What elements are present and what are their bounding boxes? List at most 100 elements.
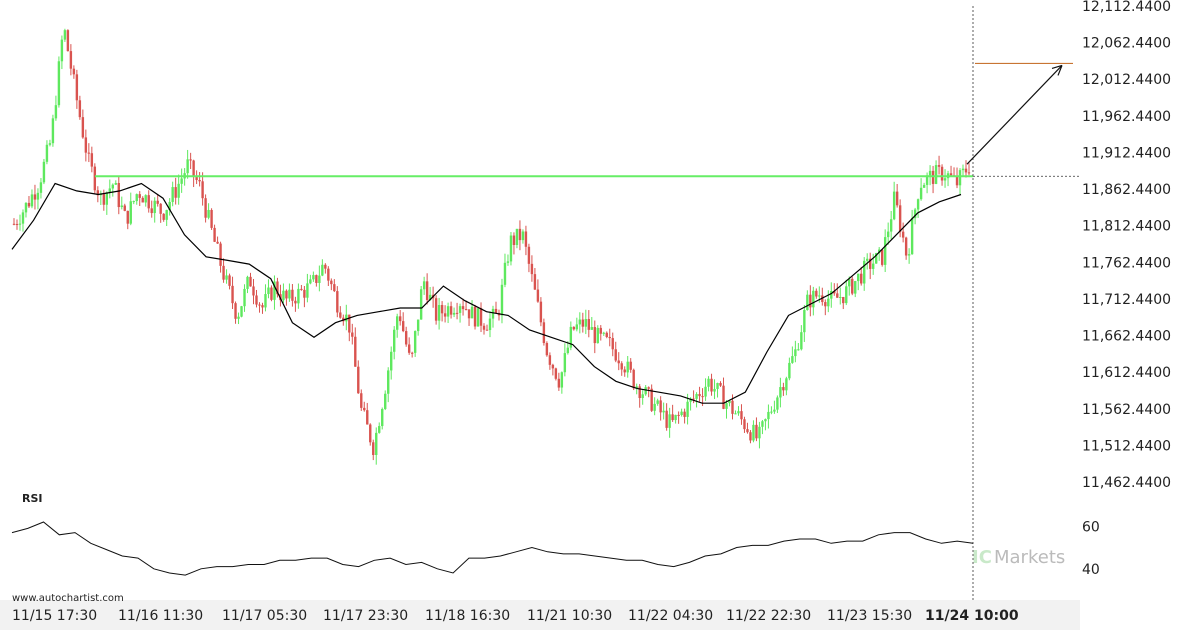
candle-body — [785, 378, 788, 391]
candle-body — [57, 61, 61, 106]
candle-body — [39, 182, 43, 193]
candle-body — [276, 281, 279, 295]
candle-body — [240, 306, 243, 317]
candle-body — [674, 414, 677, 421]
x-tick-label: 11/15 17:30 — [12, 608, 97, 624]
x-tick-label: 11/21 10:30 — [527, 608, 612, 624]
candle-body — [165, 210, 168, 220]
candle-body — [366, 410, 369, 425]
candle-body — [818, 295, 821, 297]
candle-body — [393, 329, 396, 352]
candle-body — [782, 387, 785, 391]
candle-body — [719, 383, 722, 386]
y-axis: 12,112.4400 12,062.4400 12,012.4400 11,962.… — [1082, 0, 1171, 491]
candle-body — [485, 329, 489, 331]
y-tick-label: 11,762.4400 — [1082, 255, 1171, 271]
candle-body — [357, 366, 360, 394]
candle-body — [910, 218, 914, 255]
candle-body — [842, 296, 845, 304]
candle-body — [93, 166, 97, 191]
candle-body — [117, 182, 120, 208]
candle-body — [141, 197, 144, 203]
candle-body — [596, 327, 599, 344]
candle-body — [916, 199, 920, 210]
candle-body — [650, 388, 653, 411]
candle-body — [521, 231, 525, 241]
candle-body — [63, 30, 67, 40]
candle-body — [632, 369, 635, 389]
candle-body — [839, 296, 842, 298]
candle-body — [351, 332, 354, 337]
candle-body — [372, 442, 375, 455]
candle-body — [192, 160, 195, 178]
brand-markets: Markets — [994, 547, 1065, 568]
candle-body — [60, 39, 64, 62]
candle-body — [961, 168, 965, 171]
candle-body — [707, 378, 710, 387]
candle-body — [69, 51, 73, 69]
candle-body — [18, 223, 22, 225]
candle-body — [752, 424, 755, 441]
candle-body — [955, 175, 959, 186]
candle-body — [321, 264, 324, 276]
candle-body — [827, 298, 830, 307]
candle-body — [180, 178, 183, 184]
candle-body — [776, 397, 779, 410]
candle-body — [204, 198, 207, 218]
candle-body — [461, 306, 465, 310]
candle-body — [114, 182, 117, 185]
candle-body — [880, 249, 884, 265]
candle-body — [895, 191, 899, 206]
candle-body — [24, 202, 28, 213]
candle-body — [779, 387, 782, 398]
candle-body — [288, 289, 291, 299]
candle-body — [668, 414, 671, 428]
candle-body — [108, 188, 111, 193]
candle-body — [695, 394, 698, 399]
candle-body — [312, 275, 315, 280]
x-tick-label: 11/23 15:30 — [827, 608, 912, 624]
candle-body — [934, 165, 938, 184]
candle-body — [213, 227, 216, 242]
candle-body — [542, 322, 546, 344]
y-tick-label: 11,562.4400 — [1082, 402, 1171, 418]
candle-body — [898, 205, 902, 232]
candle-body — [581, 319, 585, 327]
candle-body — [913, 209, 917, 219]
candle-body — [201, 181, 204, 199]
candle-body — [737, 411, 740, 414]
brand-logo: IC Markets — [972, 547, 1065, 568]
candle-body — [833, 291, 836, 294]
candle-body — [246, 276, 249, 289]
candle-body — [234, 303, 237, 319]
candle-body — [548, 355, 552, 365]
candle-body — [129, 201, 132, 224]
candle-body — [243, 288, 246, 307]
candle-body — [162, 213, 165, 220]
candle-body — [692, 398, 695, 400]
candle-body — [30, 194, 34, 207]
candle-body — [608, 336, 611, 339]
candle-body — [854, 281, 857, 294]
candle-body — [803, 310, 806, 333]
projection-arrow-shaft — [966, 65, 1063, 165]
candle-body — [210, 209, 213, 228]
candle-body — [171, 187, 174, 202]
candle-body — [614, 349, 617, 361]
candle-body — [54, 105, 58, 119]
candle-body — [749, 432, 752, 441]
candle-body — [300, 288, 303, 290]
candle-body — [225, 275, 228, 280]
candle-body — [530, 263, 534, 275]
candle-body — [231, 285, 234, 304]
candle-body — [848, 278, 851, 287]
candle-body — [647, 387, 650, 389]
candle-body — [524, 231, 528, 247]
candle-body — [728, 400, 731, 404]
candle-body — [90, 153, 94, 167]
y-tick-label: 11,662.4400 — [1082, 329, 1171, 345]
candle-body — [407, 344, 411, 353]
candle-body — [416, 319, 420, 332]
candle-body — [713, 388, 716, 392]
candle-body — [395, 316, 399, 330]
